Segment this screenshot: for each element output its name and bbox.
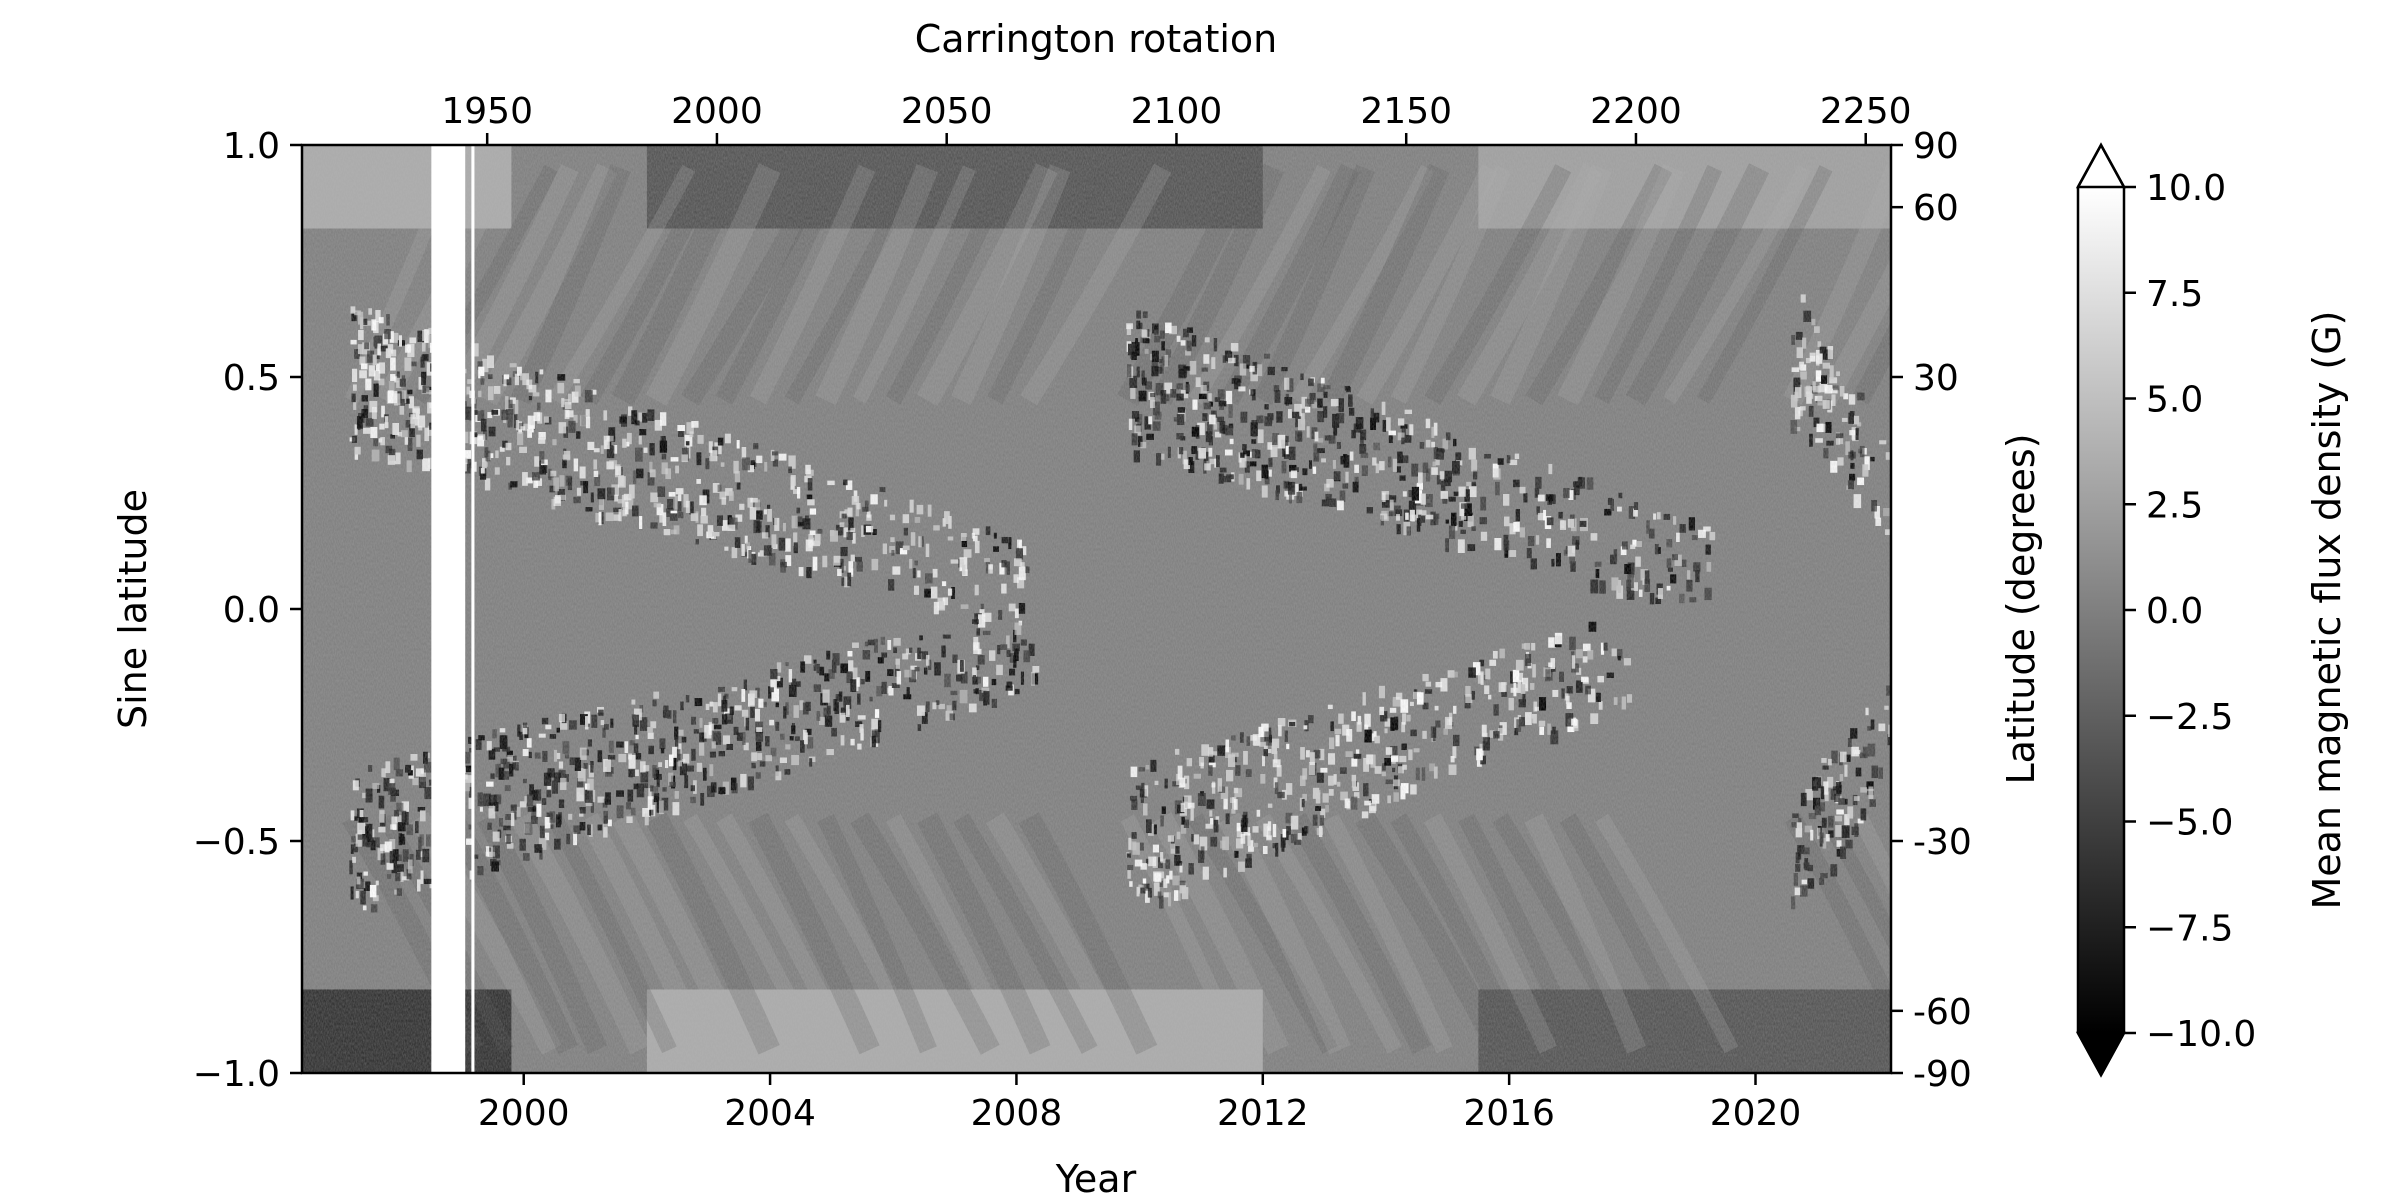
x-tick-label: 2012 <box>1217 1093 1309 1134</box>
colorbar-extend-min <box>2078 1033 2124 1075</box>
colorbar-tick-label: 7.5 <box>2146 274 2203 315</box>
colorbar-tick-label: 0.0 <box>2146 591 2203 632</box>
y-tick-label: −1.0 <box>193 1054 280 1095</box>
colorbar-tick-label: 5.0 <box>2146 380 2203 421</box>
y-tick-label: 1.0 <box>223 126 280 167</box>
x-tick-label: 2020 <box>1710 1093 1802 1134</box>
x-axis-bottom: 2000 2004 2008 2012 2016 2020 <box>478 1073 1801 1134</box>
y-axis-left: −1.0 −0.5 0.0 0.5 1.0 <box>193 126 302 1095</box>
colorbar-gradient <box>2078 187 2124 1033</box>
right-tick-label: 30 <box>1913 358 1959 399</box>
x-tick-label: 2016 <box>1463 1093 1555 1134</box>
x-axis-label: Year <box>1055 1157 1137 1200</box>
colorbar-extend-max <box>2078 145 2124 187</box>
x-axis-top: 1950 2000 2050 2100 2150 2200 2250 <box>441 91 1911 145</box>
top-tick-label: 2250 <box>1820 91 1912 132</box>
y-axis-label: Sine latitude <box>111 489 155 729</box>
right-tick-label: 60 <box>1913 188 1959 229</box>
y-tick-label: 0.5 <box>223 358 280 399</box>
colorbar-label: Mean magnetic flux density (G) <box>2305 310 2349 909</box>
y-tick-label: 0.0 <box>223 590 280 631</box>
right-axis-label: Latitude (degrees) <box>1999 433 2043 784</box>
colorbar-tick-label: −5.0 <box>2146 803 2233 844</box>
x-tick-label: 2008 <box>971 1093 1063 1134</box>
plot-area <box>302 145 1975 1073</box>
right-tick-label: -30 <box>1913 822 1972 863</box>
colorbar-tick-label: −7.5 <box>2146 908 2233 949</box>
colorbar-tick-label: −10.0 <box>2146 1014 2256 1055</box>
colorbar: −10.0 −7.5 −5.0 −2.5 0.0 2.5 5.0 7.5 10.0 Mean m… <box>2078 145 2349 1075</box>
y-axis-right: 90 60 30 -30 -60 -90 <box>1891 126 1972 1095</box>
right-tick-label: -90 <box>1913 1054 1972 1095</box>
colorbar-tick-label: 2.5 <box>2146 485 2203 526</box>
colorbar-tick-label: −2.5 <box>2146 697 2233 738</box>
top-tick-label: 2150 <box>1360 91 1452 132</box>
heatmap-image <box>302 145 1975 1073</box>
colorbar-tick-label: 10.0 <box>2146 168 2226 209</box>
y-tick-label: −0.5 <box>193 822 280 863</box>
top-axis-label: Carrington rotation <box>915 17 1277 61</box>
top-tick-label: 2050 <box>901 91 993 132</box>
noise-texture <box>302 145 1891 1073</box>
top-tick-label: 2100 <box>1131 91 1223 132</box>
data-gap <box>431 145 465 1073</box>
x-tick-label: 2004 <box>724 1093 816 1134</box>
right-tick-label: 90 <box>1913 126 1959 167</box>
top-tick-label: 2000 <box>671 91 763 132</box>
x-tick-label: 2000 <box>478 1093 570 1134</box>
right-tick-label: -60 <box>1913 992 1972 1033</box>
top-tick-label: 1950 <box>441 91 533 132</box>
data-gap <box>471 145 474 1073</box>
top-tick-label: 2200 <box>1590 91 1682 132</box>
